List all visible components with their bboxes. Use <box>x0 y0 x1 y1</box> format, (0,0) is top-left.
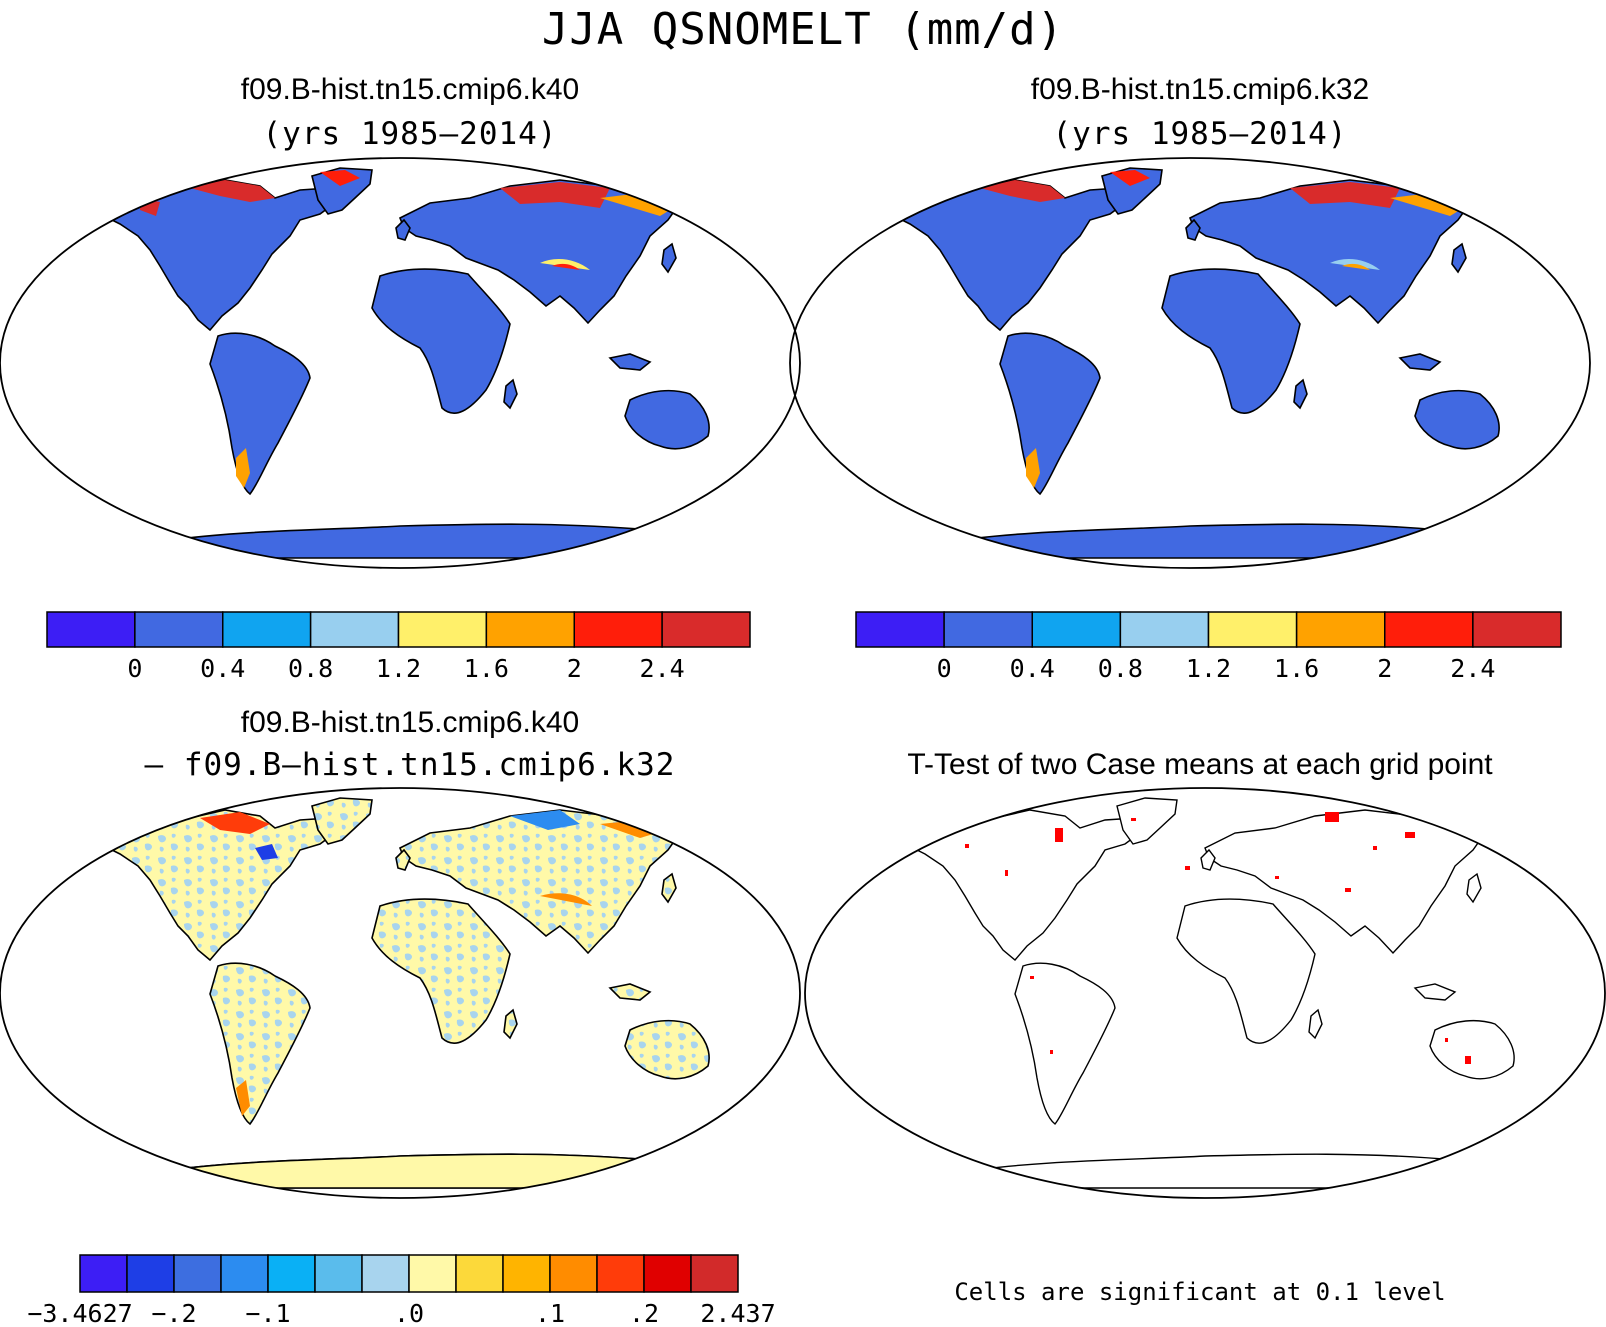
k40-colorbar-box <box>222 611 312 648</box>
diff-colorbar-box <box>690 1254 739 1293</box>
k32-colorbar-tick-label: 2 <box>1377 654 1392 683</box>
land-diff <box>95 797 710 1189</box>
k40-colorbar-box <box>134 611 224 648</box>
diff-colorbar-tick-label: −3.4627 <box>27 1299 132 1327</box>
k40-colorbar-tick-label: 1.6 <box>464 654 509 683</box>
k32-colorbar-tick-label: 1.2 <box>1186 654 1231 683</box>
k40-colorbar-tick-label: 2 <box>567 654 582 683</box>
k32-colorbar-box <box>1119 611 1210 648</box>
land-k32 <box>885 167 1500 559</box>
snowmelt-canada-k40 <box>190 180 275 202</box>
colorbar-k32: 0 0.4 0.8 1.2 1.6 2 2.4 <box>855 611 1562 683</box>
panel-k32-subtitle: (yrs 1985—2014) <box>1052 116 1348 152</box>
diff-colorbar-tick-label: −.1 <box>245 1299 290 1327</box>
diff-colorbar-box <box>267 1254 316 1293</box>
k40-colorbar-box <box>573 611 663 648</box>
diff-colorbar-box <box>596 1254 645 1293</box>
k40-colorbar-tick-label: 2.4 <box>640 654 685 683</box>
k32-colorbar-box <box>1207 611 1298 648</box>
k32-colorbar-box <box>943 611 1033 648</box>
diff-colorbar-box <box>455 1254 504 1293</box>
map-border-k32 <box>789 157 1591 569</box>
k40-colorbar-box <box>46 611 136 648</box>
k32-colorbar-tick-label: 0 <box>937 654 952 683</box>
k32-colorbar-tick-label: 1.6 <box>1274 654 1319 683</box>
colorbar-k40: 0 0.4 0.8 1.2 1.6 2 2.4 <box>46 611 751 683</box>
panel-k32-title: f09.B-hist.tn15.cmip6.k32 <box>1030 73 1370 106</box>
k40-colorbar-box <box>309 611 400 648</box>
snowmelt-siberia-k32 <box>1290 182 1400 208</box>
diff-colorbar-tick-label: −.2 <box>151 1299 196 1327</box>
diff-colorbar-box <box>502 1254 551 1293</box>
map-border-diff <box>0 787 801 1199</box>
diff-coldspot-siberia <box>510 810 580 830</box>
k40-colorbar-tick-label: 0.4 <box>200 654 245 683</box>
snowmelt-siberia-k40 <box>500 182 610 208</box>
diff-colorbar-tick-label: 2.437 <box>700 1299 775 1327</box>
panel-k40-title: f09.B-hist.tn15.cmip6.k40 <box>240 73 580 106</box>
diff-colorbar-box <box>549 1254 598 1293</box>
main-title: JJA QSNOMELT (mm/d) <box>541 4 1065 55</box>
diff-colorbar-box <box>408 1254 457 1293</box>
map-panel-k40 <box>0 157 801 569</box>
map-border-k40 <box>0 157 801 569</box>
map-panel-k32 <box>789 157 1591 569</box>
map-panel-ttest <box>804 787 1606 1199</box>
k40-colorbar-box <box>485 611 575 648</box>
map-panel-diff <box>0 787 801 1199</box>
panel-diff-title: f09.B-hist.tn15.cmip6.k40 <box>240 706 580 739</box>
diff-colorbar-box <box>314 1254 363 1293</box>
diff-colorbar-box <box>126 1254 175 1293</box>
diff-colorbar-box <box>220 1254 269 1293</box>
panel-ttest-title: T-Test of two Case means at each grid po… <box>907 748 1493 781</box>
k40-colorbar-tick-label: 0 <box>127 654 142 683</box>
k40-colorbar-tick-label: 1.2 <box>376 654 421 683</box>
k32-colorbar-box <box>1295 611 1386 648</box>
colorbar-diff: −3.4627 −.2 −.1 .0 .1 .2 2.437 <box>27 1254 776 1327</box>
k32-colorbar-tick-label: 0.4 <box>1010 654 1055 683</box>
snowmelt-canada-k32 <box>980 180 1065 202</box>
diff-colorbar-tick-label: .2 <box>629 1299 659 1327</box>
snowmelt-andes-k32 <box>1026 448 1040 488</box>
panel-k40-subtitle: (yrs 1985—2014) <box>262 116 558 152</box>
land-ttest <box>900 797 1515 1189</box>
diff-colorbar-box <box>79 1254 128 1293</box>
k40-colorbar-tick-label: 0.8 <box>288 654 333 683</box>
k32-colorbar-tick-label: 2.4 <box>1450 654 1495 683</box>
diff-hotspot-canada <box>200 812 270 834</box>
k32-colorbar-box <box>855 611 945 648</box>
ttest-footnote: Cells are significant at 0.1 level <box>954 1278 1446 1306</box>
k32-colorbar-tick-label: 0.8 <box>1098 654 1143 683</box>
panel-diff-subtitle: — f09.B—hist.tn15.cmip6.k32 <box>144 747 676 783</box>
diff-colorbar-box <box>173 1254 222 1293</box>
diff-hotspot-tibet <box>540 893 592 906</box>
snowmelt-andes-k40 <box>236 448 250 488</box>
k32-colorbar-box <box>1472 611 1562 648</box>
map-border-ttest <box>804 787 1606 1199</box>
significant-cells <box>965 812 1471 1064</box>
diff-colorbar-box <box>643 1254 692 1293</box>
diff-colorbar-box <box>361 1254 410 1293</box>
k32-colorbar-box <box>1384 611 1474 648</box>
k40-colorbar-box <box>661 611 751 648</box>
diff-colorbar-tick-label: .1 <box>535 1299 565 1327</box>
k40-colorbar-box <box>397 611 488 648</box>
diff-colorbar-tick-label: .0 <box>394 1299 424 1327</box>
k32-colorbar-box <box>1031 611 1122 648</box>
land-k40 <box>95 167 710 559</box>
